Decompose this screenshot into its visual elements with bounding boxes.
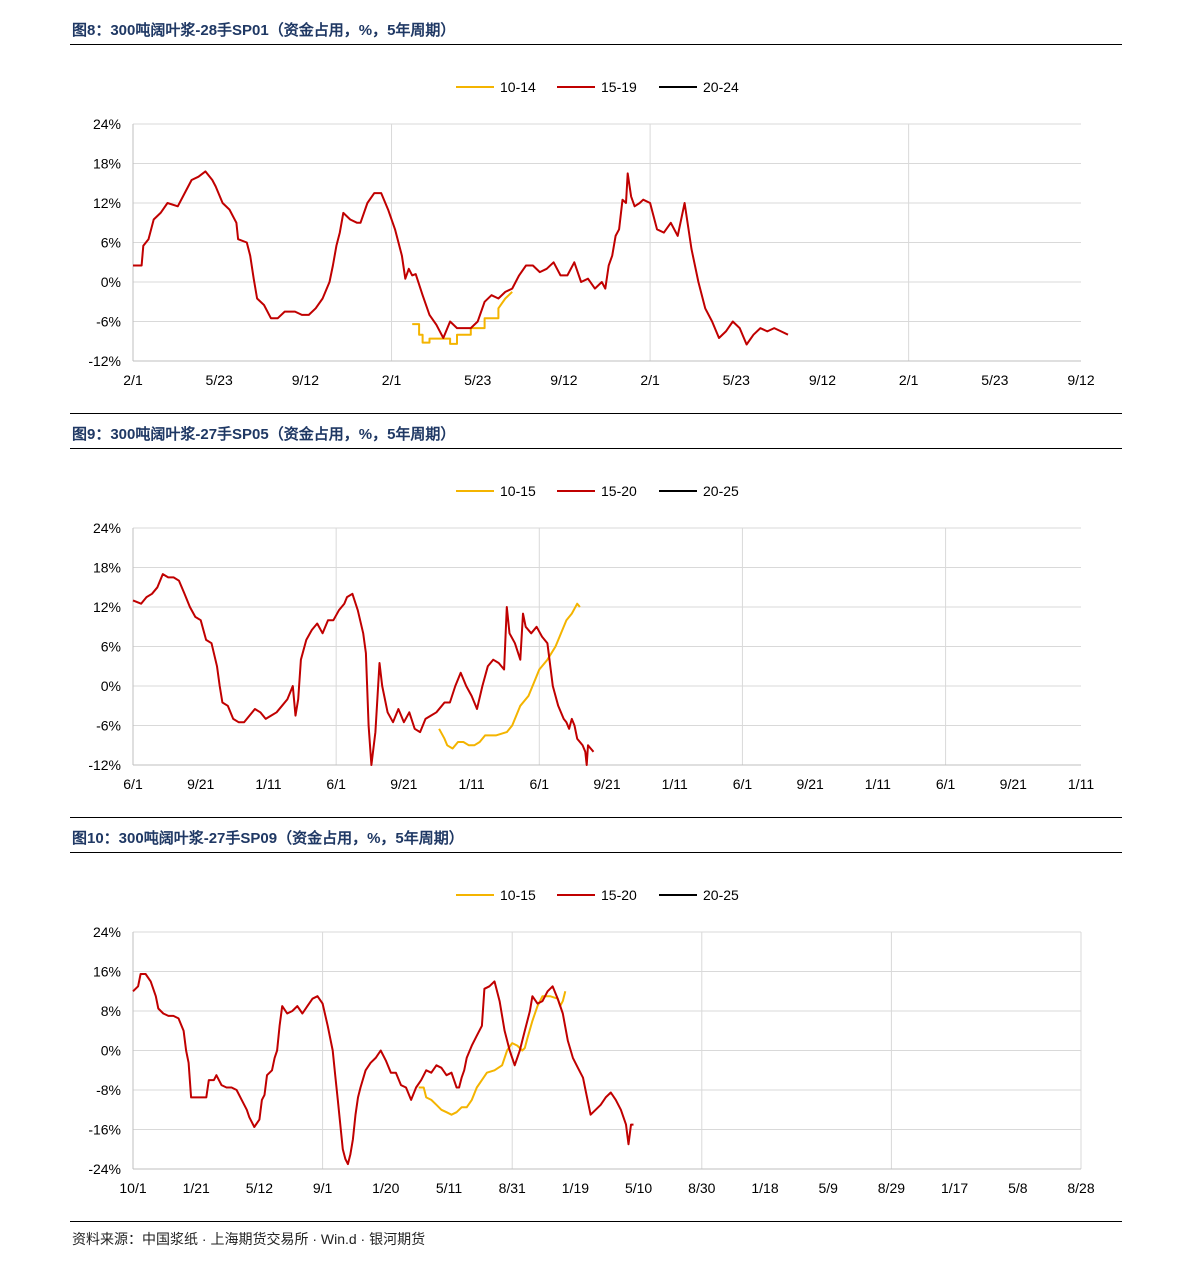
legend-label: 20-25 [703,483,739,499]
x-tick-label: 1/20 [372,1180,399,1196]
legend-label: 10-15 [500,483,536,499]
x-tick-label: 9/12 [809,372,836,388]
y-tick-label: 0% [101,1043,121,1059]
x-tick-label: 1/17 [941,1180,968,1196]
series-line-15-20 [132,573,595,766]
y-tick-label: 0% [101,678,121,694]
y-tick-label: 18% [93,156,121,172]
y-tick-label: 16% [93,964,121,980]
legend-label: 20-25 [703,887,739,903]
x-tick-label: 5/23 [981,372,1008,388]
y-tick-label: 24% [93,924,121,940]
x-tick-label: 9/21 [1000,776,1027,792]
x-tick-label: 1/11 [865,776,891,792]
x-tick-label: 6/1 [123,776,143,792]
chart-svg-3: 24% 16% 8% 0% -8% -16% -24% 10/1 1/21 5/12 9/1 1/20… [88,887,1095,1196]
series-line-10-15 [438,602,581,750]
x-tick-label: 10/1 [119,1180,146,1196]
y-tick-label: 8% [101,1003,121,1019]
y-tick-label: 6% [101,235,121,251]
x-tick-label: 9/21 [187,776,214,792]
y-tick-label: -12% [88,353,121,369]
x-tick-label: 6/1 [326,776,346,792]
legend-label: 15-19 [601,79,637,95]
x-tick-label: 1/21 [183,1180,210,1196]
y-tick-label: 6% [101,639,121,655]
chart-svg-1: 24%18%12%6%0%-6%-12%2/1 5/23 9/12 2/1 5/23 9/… [88,79,1095,388]
y-tick-label: -8% [96,1082,121,1098]
x-tick-label: 9/12 [550,372,577,388]
x-tick-label: 9/21 [797,776,824,792]
title-rule-2 [70,448,1122,449]
y-tick-label: -6% [96,718,121,734]
legend-label: 15-20 [601,483,637,499]
legend-label: 10-14 [500,79,536,95]
legend-label: 15-20 [601,887,637,903]
x-tick-label: 9/12 [1067,372,1094,388]
bottom-rule-3 [70,1221,1122,1222]
x-tick-label: 2/1 [123,372,143,388]
y-tick-label: -16% [88,1122,121,1138]
y-tick-label: 18% [93,560,121,576]
y-tick-label: 24% [93,116,121,132]
series-line-10-14 [412,291,513,345]
y-tick-label: 12% [93,195,121,211]
x-tick-label: 6/1 [733,776,753,792]
x-tick-label: 1/18 [751,1180,778,1196]
x-tick-label: 5/11 [436,1180,462,1196]
x-tick-label: 5/12 [246,1180,273,1196]
x-tick-label: 8/31 [499,1180,526,1196]
y-tick-label: -12% [88,757,121,773]
x-tick-label: 2/1 [640,372,660,388]
x-tick-label: 9/21 [390,776,417,792]
x-tick-label: 1/19 [562,1180,589,1196]
chart-title-3: 图10：300吨阔叶浆-27手SP09（资金占用，%，5年周期） [72,830,464,847]
x-tick-label: 9/21 [593,776,620,792]
chart-title-2: 图9：300吨阔叶浆-27手SP05（资金占用，%，5年周期） [72,426,456,443]
legend-label: 20-24 [703,79,739,95]
bottom-rule-1 [70,413,1122,414]
x-tick-label: 2/1 [899,372,919,388]
x-tick-label: 5/8 [1008,1180,1028,1196]
x-tick-label: 5/10 [625,1180,652,1196]
y-tick-label: 12% [93,599,121,615]
bottom-rule-2 [70,817,1122,818]
x-tick-label: 1/11 [1068,776,1094,792]
x-tick-label: 6/1 [530,776,550,792]
x-tick-label: 1/11 [458,776,484,792]
x-tick-label: 2/1 [382,372,402,388]
series-line-15-19 [133,170,789,346]
legend-label: 10-15 [500,887,536,903]
chart-svg-2: 24%18%12%6%0%-6%-12%6/1 9/21 1/11 6/1 9/21 1/… [88,483,1094,792]
x-tick-label: 8/30 [688,1180,715,1196]
x-tick-label: 8/28 [1067,1180,1094,1196]
y-tick-label: -24% [88,1161,121,1177]
y-tick-label: 0% [101,274,121,290]
x-tick-label: 9/12 [292,372,319,388]
source-note: 资料来源：中国浆纸 · 上海期货交易所 · Win.d · 银河期货 [72,1231,426,1247]
x-tick-label: 9/1 [313,1180,333,1196]
y-tick-label: 24% [93,520,121,536]
chart-title-1: 图8：300吨阔叶浆-28手SP01（资金占用，%，5年周期） [72,22,456,39]
x-tick-label: 5/23 [723,372,750,388]
x-tick-label: 8/29 [878,1180,905,1196]
x-tick-label: 5/23 [464,372,491,388]
x-tick-label: 5/23 [206,372,233,388]
series-line-10-15 [418,991,567,1116]
title-rule-3 [70,852,1122,853]
x-tick-label: 1/11 [662,776,688,792]
series-line-15-20 [132,973,634,1166]
x-tick-label: 1/11 [255,776,281,792]
x-tick-label: 5/9 [818,1180,838,1196]
y-tick-label: -6% [96,314,121,330]
title-rule-1 [70,44,1122,45]
x-tick-label: 6/1 [936,776,956,792]
